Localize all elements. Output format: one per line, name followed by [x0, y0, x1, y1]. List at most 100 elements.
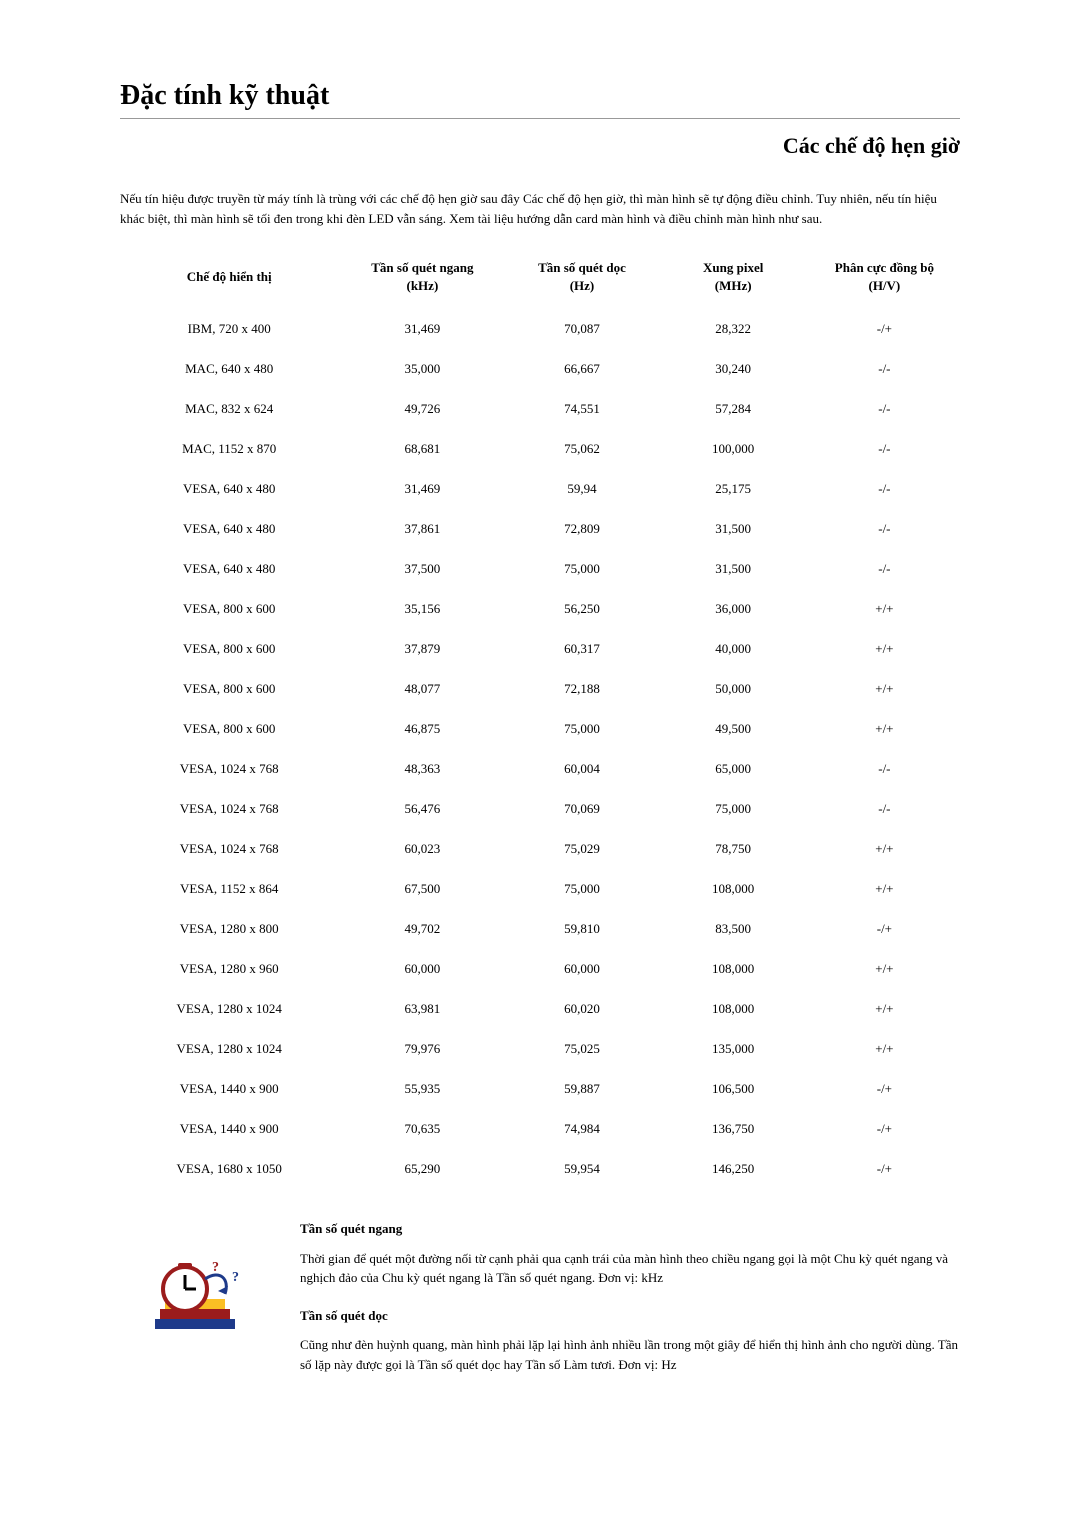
table-cell: 28,322 [658, 309, 809, 349]
table-cell: VESA, 1280 x 960 [120, 949, 338, 989]
table-cell: 56,250 [506, 589, 657, 629]
table-cell: -/+ [809, 1109, 960, 1149]
table-cell: VESA, 1280 x 1024 [120, 1029, 338, 1069]
table-cell: VESA, 1024 x 768 [120, 789, 338, 829]
table-cell: VESA, 1280 x 1024 [120, 989, 338, 1029]
col-vfreq: Tần số quét dọc(Hz) [506, 258, 657, 309]
divider [120, 118, 960, 119]
table-cell: 60,000 [506, 949, 657, 989]
table-row: VESA, 800 x 60035,15656,25036,000+/+ [120, 589, 960, 629]
table-cell: 74,984 [506, 1109, 657, 1149]
col-hfreq: Tần số quét ngang(kHz) [338, 258, 506, 309]
table-row: VESA, 1680 x 105065,29059,954146,250-/+ [120, 1149, 960, 1189]
clock-icon: ? ? [120, 1219, 270, 1392]
table-cell: 136,750 [658, 1109, 809, 1149]
table-cell: +/+ [809, 949, 960, 989]
table-row: VESA, 1440 x 90070,63574,984136,750-/+ [120, 1109, 960, 1149]
vert-freq-text: Cũng như đèn huỳnh quang, màn hình phải … [300, 1335, 960, 1374]
table-row: MAC, 1152 x 87068,68175,062100,000-/- [120, 429, 960, 469]
table-cell: 56,476 [338, 789, 506, 829]
table-cell: +/+ [809, 629, 960, 669]
table-cell: 135,000 [658, 1029, 809, 1069]
intro-paragraph: Nếu tín hiệu được truyền từ máy tính là … [120, 189, 960, 228]
table-cell: 108,000 [658, 989, 809, 1029]
table-cell: +/+ [809, 829, 960, 869]
table-cell: -/+ [809, 909, 960, 949]
table-cell: +/+ [809, 989, 960, 1029]
table-cell: +/+ [809, 869, 960, 909]
table-cell: 72,809 [506, 509, 657, 549]
table-cell: 57,284 [658, 389, 809, 429]
table-row: VESA, 1024 x 76860,02375,02978,750+/+ [120, 829, 960, 869]
table-cell: 60,317 [506, 629, 657, 669]
table-cell: 108,000 [658, 949, 809, 989]
table-cell: 55,935 [338, 1069, 506, 1109]
table-cell: 75,000 [506, 709, 657, 749]
table-row: VESA, 1280 x 102479,97675,025135,000+/+ [120, 1029, 960, 1069]
table-cell: 36,000 [658, 589, 809, 629]
table-cell: VESA, 800 x 600 [120, 629, 338, 669]
table-header-row: Chế độ hiển thị Tần số quét ngang(kHz) T… [120, 258, 960, 309]
table-cell: 65,000 [658, 749, 809, 789]
table-cell: VESA, 800 x 600 [120, 709, 338, 749]
table-cell: 106,500 [658, 1069, 809, 1109]
col-mode: Chế độ hiển thị [120, 258, 338, 309]
table-cell: 68,681 [338, 429, 506, 469]
table-cell: 35,156 [338, 589, 506, 629]
table-cell: MAC, 640 x 480 [120, 349, 338, 389]
table-cell: 46,875 [338, 709, 506, 749]
svg-text:?: ? [232, 1270, 239, 1285]
table-cell: -/- [809, 389, 960, 429]
table-cell: 40,000 [658, 629, 809, 669]
table-cell: MAC, 832 x 624 [120, 389, 338, 429]
table-cell: 31,500 [658, 549, 809, 589]
table-cell: 49,726 [338, 389, 506, 429]
table-row: MAC, 832 x 62449,72674,55157,284-/- [120, 389, 960, 429]
table-cell: 66,667 [506, 349, 657, 389]
svg-text:?: ? [212, 1260, 219, 1275]
table-cell: 83,500 [658, 909, 809, 949]
table-row: VESA, 1280 x 96060,00060,000108,000+/+ [120, 949, 960, 989]
table-cell: +/+ [809, 589, 960, 629]
table-cell: 60,023 [338, 829, 506, 869]
table-cell: 72,188 [506, 669, 657, 709]
table-cell: 31,500 [658, 509, 809, 549]
table-cell: 75,025 [506, 1029, 657, 1069]
table-cell: 31,469 [338, 469, 506, 509]
table-row: VESA, 640 x 48031,46959,9425,175-/- [120, 469, 960, 509]
table-row: IBM, 720 x 40031,46970,08728,322-/+ [120, 309, 960, 349]
table-cell: 70,087 [506, 309, 657, 349]
table-cell: 60,000 [338, 949, 506, 989]
table-cell: -/- [809, 549, 960, 589]
table-row: VESA, 1280 x 102463,98160,020108,000+/+ [120, 989, 960, 1029]
table-cell: 49,702 [338, 909, 506, 949]
table-cell: 70,635 [338, 1109, 506, 1149]
table-cell: 74,551 [506, 389, 657, 429]
table-cell: 59,887 [506, 1069, 657, 1109]
table-cell: 63,981 [338, 989, 506, 1029]
table-cell: VESA, 1680 x 1050 [120, 1149, 338, 1189]
table-cell: 59,94 [506, 469, 657, 509]
table-cell: 37,879 [338, 629, 506, 669]
table-cell: -/- [809, 509, 960, 549]
table-row: VESA, 640 x 48037,50075,00031,500-/- [120, 549, 960, 589]
table-cell: 30,240 [658, 349, 809, 389]
table-cell: VESA, 640 x 480 [120, 469, 338, 509]
table-cell: -/+ [809, 1069, 960, 1109]
table-cell: VESA, 800 x 600 [120, 589, 338, 629]
table-cell: 79,976 [338, 1029, 506, 1069]
table-cell: MAC, 1152 x 870 [120, 429, 338, 469]
section-title: Các chế độ hẹn giờ [120, 133, 960, 159]
table-cell: VESA, 1152 x 864 [120, 869, 338, 909]
table-row: MAC, 640 x 48035,00066,66730,240-/- [120, 349, 960, 389]
table-cell: VESA, 1024 x 768 [120, 749, 338, 789]
table-cell: -/- [809, 349, 960, 389]
table-cell: -/- [809, 429, 960, 469]
table-row: VESA, 1024 x 76856,47670,06975,000-/- [120, 789, 960, 829]
table-cell: 48,077 [338, 669, 506, 709]
table-cell: -/- [809, 469, 960, 509]
table-row: VESA, 640 x 48037,86172,80931,500-/- [120, 509, 960, 549]
table-cell: 37,500 [338, 549, 506, 589]
horiz-freq-title: Tần số quét ngang [300, 1219, 960, 1239]
table-row: VESA, 800 x 60037,87960,31740,000+/+ [120, 629, 960, 669]
